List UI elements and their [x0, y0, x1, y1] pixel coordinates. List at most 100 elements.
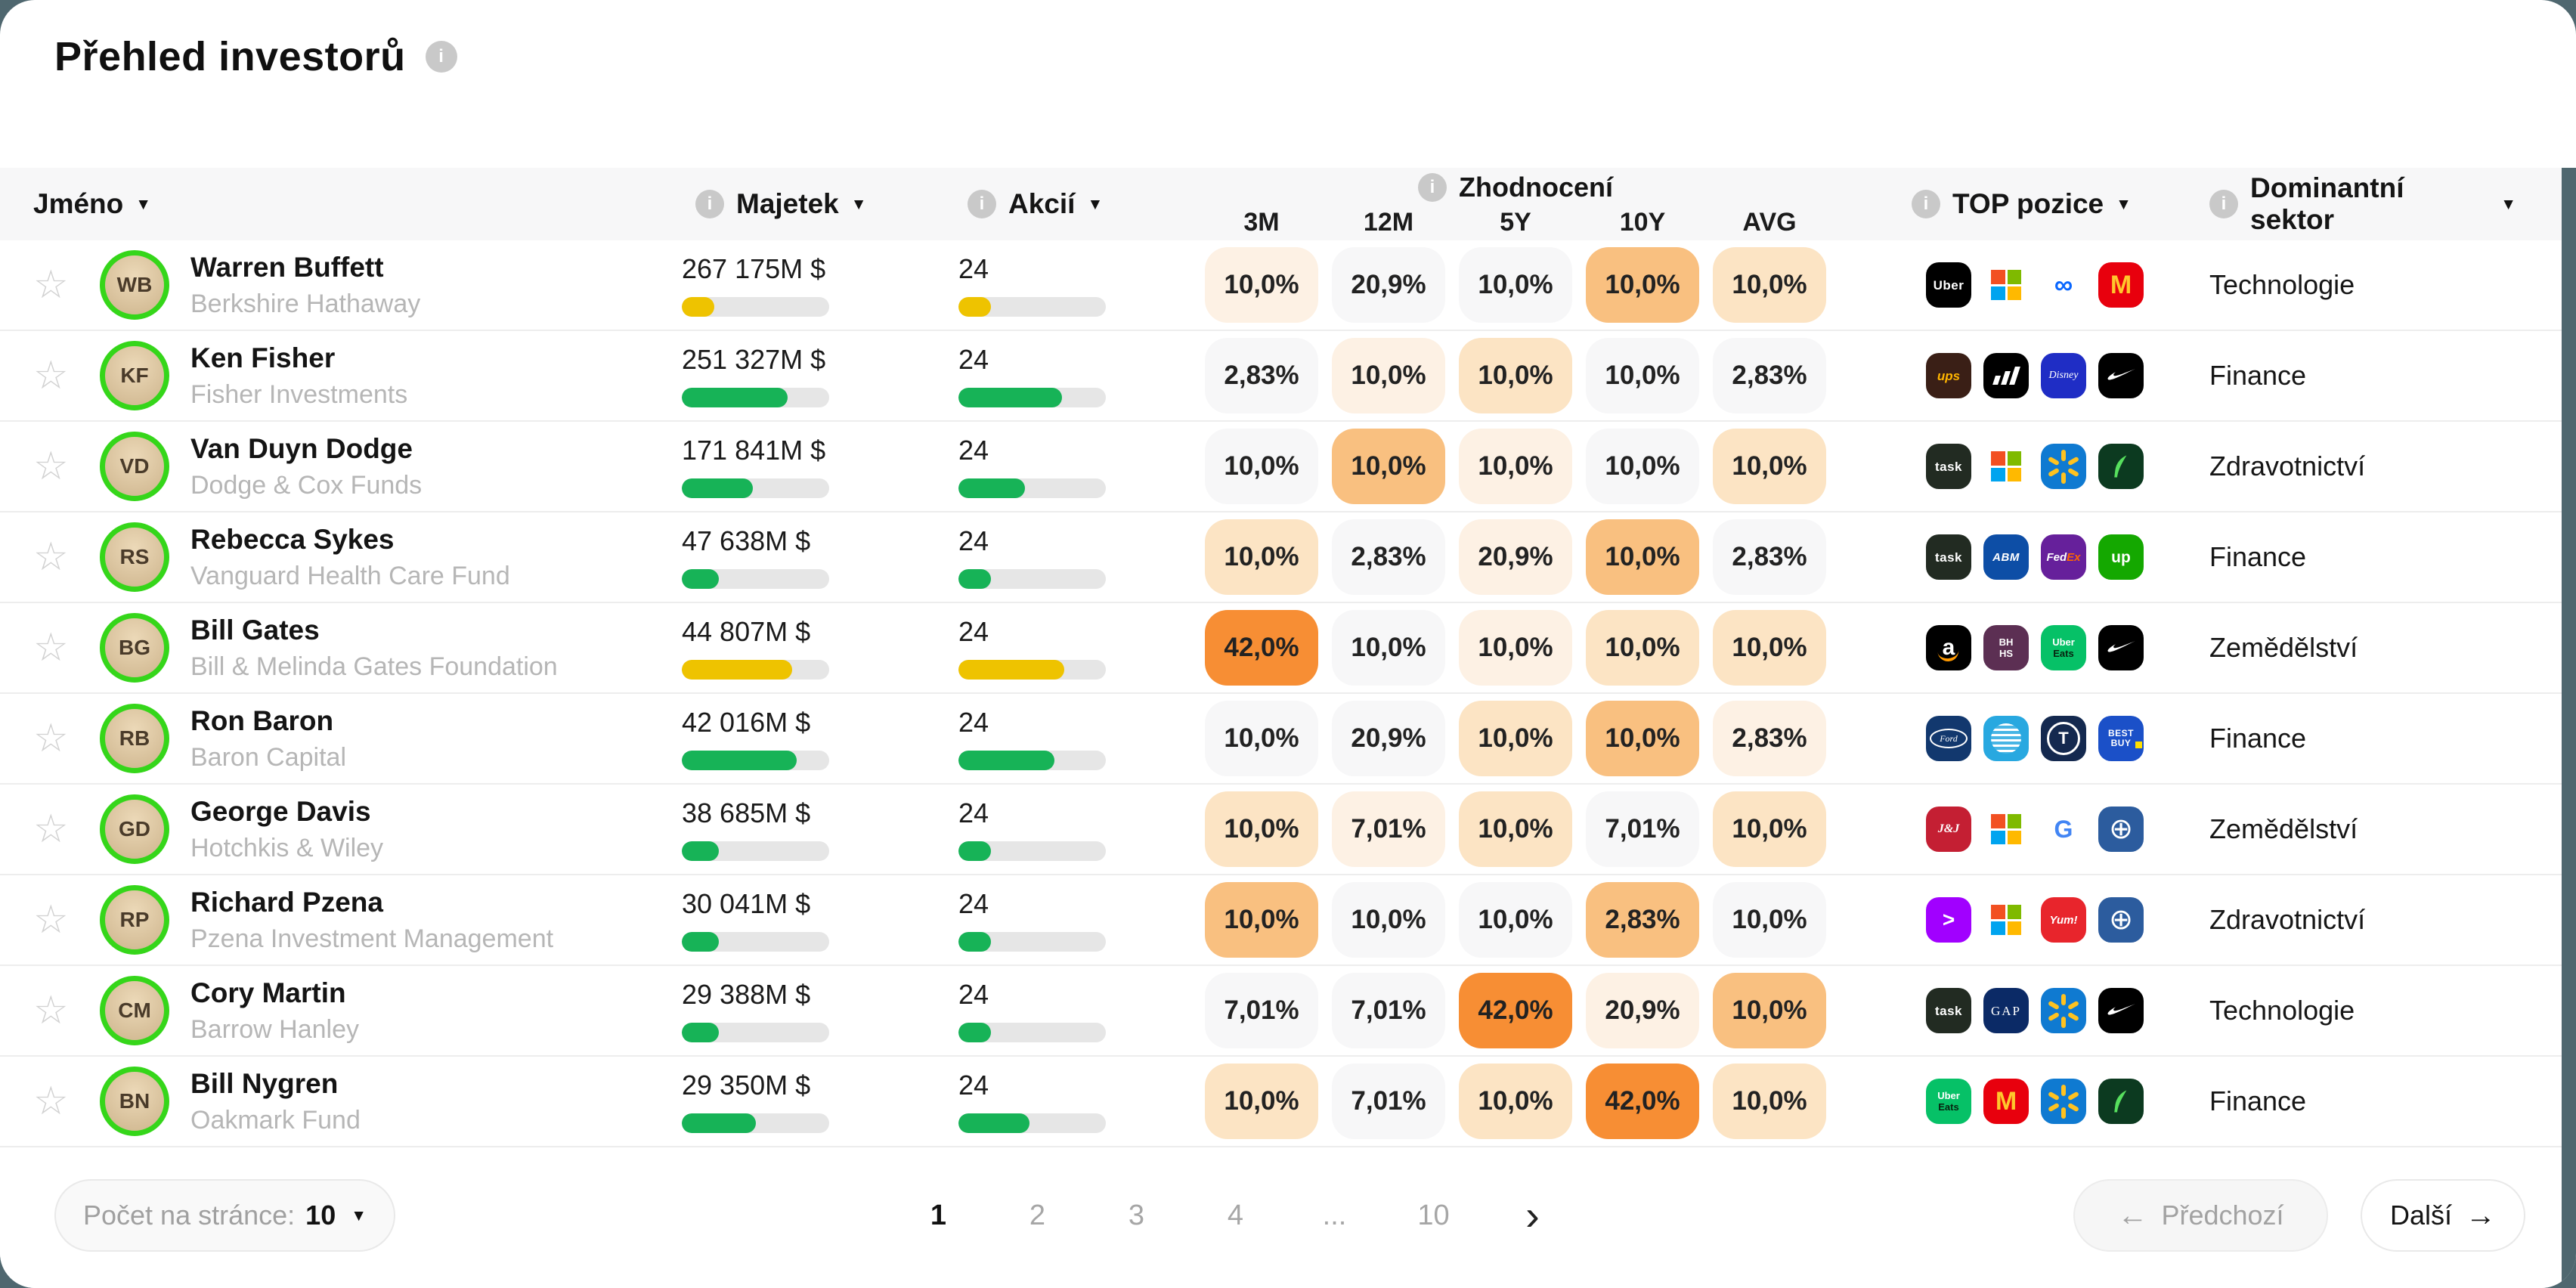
accenture-label: > [1942, 908, 1955, 931]
next-page-button[interactable]: Další → [2361, 1179, 2525, 1252]
sort-caret-icon: ▼ [850, 195, 867, 213]
fedex-fed: Fed [2046, 550, 2067, 564]
pager-next-chevron[interactable]: › [1525, 1191, 1540, 1239]
returns-group-header: i Zhodnocení [1205, 172, 1826, 203]
star-column: ☆ [33, 900, 100, 940]
favorite-star-button[interactable]: ☆ [33, 263, 69, 307]
spark-ray [2067, 1000, 2079, 1011]
favorite-star-button[interactable]: ☆ [33, 354, 69, 398]
spark-ray [2061, 450, 2066, 461]
ms-square [2007, 270, 2021, 284]
returns-column: 7,01% 7,01% 42,0% 20,9% 10,0% [1205, 973, 1912, 1048]
name-column: Van Duyn Dodge Dodge & Cox Funds [190, 433, 682, 500]
column-header-shares[interactable]: i Akcií ▼ [958, 188, 1205, 220]
wealth-value: 30 041M $ [682, 888, 811, 919]
favorite-star-button[interactable]: ☆ [33, 989, 69, 1033]
table-row[interactable]: ☆ BG Bill Gates Bill & Melinda Gates Founda… [0, 603, 2562, 694]
page-10[interactable]: 10 [1417, 1199, 1450, 1231]
microsoft-icon [1983, 262, 2029, 308]
avatar: GD [100, 794, 169, 864]
period-header-avg[interactable]: AVG [1742, 207, 1797, 237]
table-row[interactable]: ☆ CM Cory Martin Barrow Hanley 29 388M $ 24 7,… [0, 966, 2562, 1057]
abm-label: ABM [1992, 550, 2020, 564]
nike-icon [2098, 625, 2144, 670]
spark-ray [2067, 1011, 2079, 1022]
page-4[interactable]: 4 [1227, 1199, 1244, 1231]
wealth-bar-track [682, 751, 829, 770]
favorite-star-button[interactable]: ☆ [33, 535, 69, 579]
line: Eats [2053, 648, 2074, 659]
return-cell-5y: 10,0% [1459, 1064, 1572, 1139]
previous-page-label: Předchozí [2161, 1200, 2284, 1231]
page-2[interactable]: 2 [1029, 1199, 1046, 1231]
period-header-10y[interactable]: 10Y [1619, 207, 1666, 237]
scrollbar[interactable] [2562, 168, 2576, 1288]
column-header-wealth[interactable]: i Majetek ▼ [682, 188, 958, 220]
top-positions-column: > Yum! ⊕ [1912, 897, 2209, 943]
title-info-icon[interactable]: i [425, 41, 457, 73]
avatar-initials: GD [119, 817, 150, 841]
sector-value: Finance [2209, 360, 2307, 391]
uber-label: Uber [1933, 277, 1965, 293]
wealth-bar-track [682, 660, 829, 680]
wealth-info-icon[interactable]: i [695, 190, 724, 218]
spark-ray [2061, 1085, 2066, 1096]
ms-square [2007, 467, 2021, 481]
avatar-initials: KF [120, 364, 149, 387]
column-header-sector[interactable]: i Dominantní sektor ▼ [2209, 172, 2562, 236]
table-row[interactable]: ☆ BN Bill Nygren Oakmark Fund 29 350M $ 24 10,… [0, 1057, 2562, 1147]
investor-name: Rebecca Sykes [190, 523, 395, 555]
favorite-star-button[interactable]: ☆ [33, 898, 69, 942]
table-row[interactable]: ☆ VD Van Duyn Dodge Dodge & Cox Funds 171 84… [0, 422, 2562, 512]
shares-info-icon[interactable]: i [968, 190, 996, 218]
table-row[interactable]: ☆ RP Richard Pzena Pzena Investment Managem… [0, 875, 2562, 966]
telekom-circle: T [2047, 722, 2080, 755]
return-cell-10y: 10,0% [1586, 338, 1699, 413]
favorite-star-button[interactable]: ☆ [33, 1079, 69, 1123]
table-row[interactable]: ☆ WB Warren Buffett Berkshire Hathaway 267 1… [0, 240, 2562, 331]
returns-info-icon[interactable]: i [1418, 172, 1447, 202]
return-cell-5y: 10,0% [1459, 882, 1572, 958]
page-3[interactable]: 3 [1128, 1199, 1145, 1231]
telekom-icon: T [2041, 716, 2086, 761]
table-row[interactable]: ☆ KF Ken Fisher Fisher Investments 251 327M … [0, 331, 2562, 422]
returns-header-label: Zhodnocení [1459, 171, 1613, 203]
page-1[interactable]: 1 [930, 1199, 947, 1231]
company-name: Baron Capital [190, 742, 347, 772]
period-header-5y[interactable]: 5Y [1500, 207, 1531, 237]
favorite-star-button[interactable]: ☆ [33, 807, 69, 851]
ups-icon: ups [1926, 353, 1971, 398]
avatar-initials: WB [116, 273, 153, 296]
return-cell-10y: 20,9% [1586, 973, 1699, 1048]
spark-ray [2048, 1000, 2060, 1011]
task-icon: task [1926, 444, 1971, 489]
returns-column: 10,0% 7,01% 10,0% 42,0% 10,0% [1205, 1064, 1912, 1139]
column-header-top-positions[interactable]: i TOP pozice ▼ [1912, 188, 2209, 220]
table-row[interactable]: ☆ RS Rebecca Sykes Vanguard Health Care Fun… [0, 512, 2562, 603]
stripe [2000, 371, 2011, 385]
favorite-star-button[interactable]: ☆ [33, 444, 69, 488]
return-cell-avg: 10,0% [1713, 882, 1826, 958]
wealth-column: 44 807M $ [682, 616, 958, 680]
ford-oval: Ford [1930, 729, 1968, 748]
company-name: Barrow Hanley [190, 1014, 359, 1044]
column-header-name[interactable]: Jméno ▼ [33, 188, 682, 220]
favorite-star-button[interactable]: ☆ [33, 717, 69, 760]
task-label: task [1934, 550, 1963, 565]
star-column: ☆ [33, 356, 100, 395]
favorite-star-button[interactable]: ☆ [33, 626, 69, 670]
table-row[interactable]: ☆ RB Ron Baron Baron Capital 42 016M $ 24 10,0… [0, 694, 2562, 785]
wealth-bar-track [682, 478, 829, 498]
uber-icon: Uber [1926, 262, 1971, 308]
page-size-value: 10 [305, 1200, 336, 1231]
wealth-value: 47 638M $ [682, 525, 811, 556]
previous-page-button[interactable]: ← Předchozí [2073, 1179, 2328, 1252]
top-positions-info-icon[interactable]: i [1912, 190, 1940, 218]
return-cell-10y: 10,0% [1586, 701, 1699, 776]
period-header-3m[interactable]: 3M [1243, 207, 1280, 237]
period-header-12m[interactable]: 12M [1363, 207, 1414, 237]
table-row[interactable]: ☆ GD George Davis Hotchkis & Wiley 38 685M $… [0, 785, 2562, 875]
shares-bar-fill [958, 297, 991, 317]
page-size-select[interactable]: Počet na stránce: 10 ▼ [54, 1179, 396, 1252]
sector-info-icon[interactable]: i [2209, 190, 2238, 218]
